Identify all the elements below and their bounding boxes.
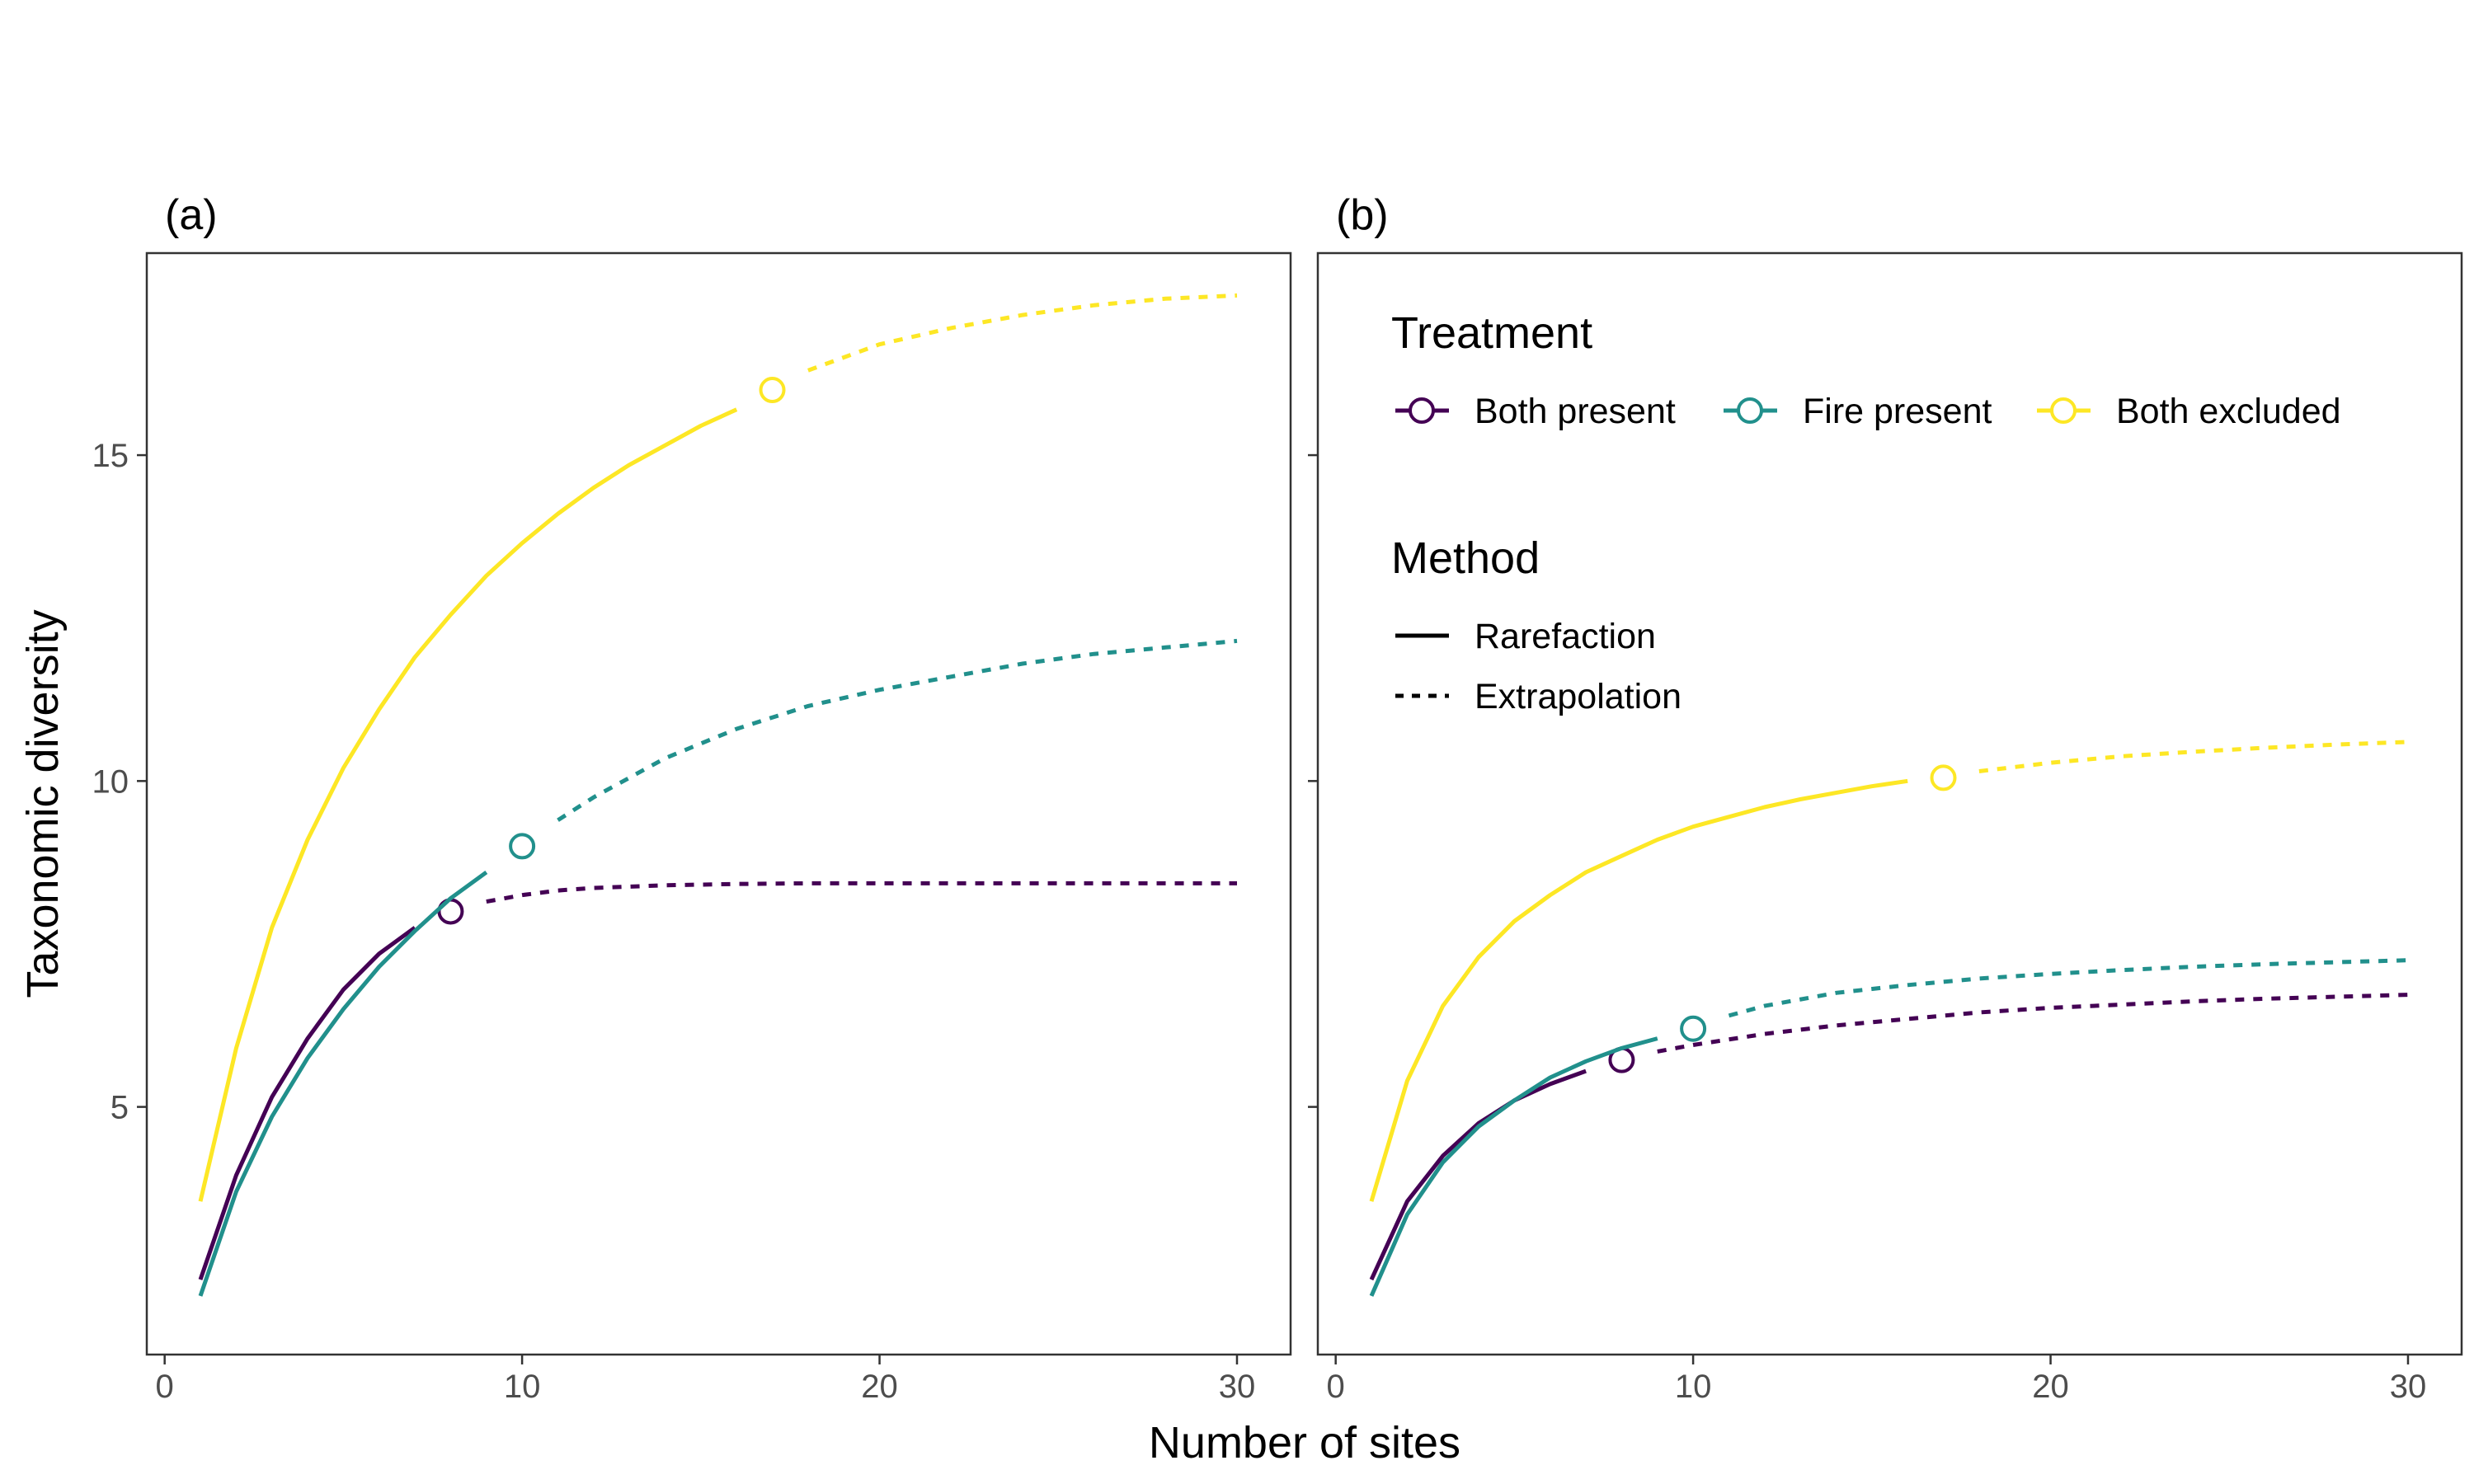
legend-method-title: Method — [1391, 533, 1540, 583]
series-fire-present-observed-point — [1680, 1015, 1707, 1042]
y-tick-label: 15 — [92, 438, 129, 474]
series-fire-present-extrapolation-line — [557, 638, 1238, 822]
panel-a-border — [145, 251, 1292, 1356]
x-tick-label: 10 — [1675, 1369, 1712, 1405]
legend-label: Both present — [1475, 392, 1676, 431]
legend-key-marker — [1409, 397, 1435, 424]
legend-label: Fire present — [1803, 392, 1992, 431]
legend-label: Both excluded — [2116, 392, 2341, 431]
panel-b: (b) 0 10 20 30 — [1308, 191, 2463, 1405]
x-tick-label: 20 — [2032, 1369, 2069, 1405]
y-tick-label: 10 — [92, 763, 129, 800]
x-tick-label: 30 — [2390, 1369, 2427, 1405]
panel-a: (a) 0 10 20 30 5 10 15 — [92, 191, 1292, 1405]
series-both-excluded-rarefaction-line — [198, 407, 738, 1202]
x-axis-title: Number of sites — [1149, 1418, 1460, 1468]
legend-item-rarefaction: Rarefaction — [1395, 617, 1656, 656]
series-fire-present-rarefaction-line — [1369, 1036, 1658, 1297]
series-both-present-rarefaction-line — [198, 926, 416, 1280]
x-tick-label: 30 — [1219, 1369, 1256, 1405]
legend-item-both-present: Both present — [1395, 392, 1676, 431]
panel-a-series — [198, 293, 1238, 1297]
x-tick-label: 0 — [156, 1369, 174, 1405]
x-tick-label: 0 — [1327, 1369, 1345, 1405]
legend: Treatment Both present Fire present Both… — [1391, 308, 2341, 716]
series-fire-present-observed-point — [509, 833, 536, 860]
panel-a-label: (a) — [165, 191, 218, 239]
panel-b-border — [1316, 251, 2463, 1356]
legend-item-fire-present: Fire present — [1724, 392, 1992, 431]
series-both-present-extrapolation-line — [1657, 993, 2409, 1054]
series-both-excluded-observed-point — [759, 377, 786, 404]
legend-item-both-excluded: Both excluded — [2037, 392, 2341, 431]
x-tick-label: 20 — [861, 1369, 898, 1405]
panel-b-label: (b) — [1336, 191, 1389, 239]
legend-key-marker — [1737, 397, 1763, 424]
legend-treatment-title: Treatment — [1391, 308, 1592, 358]
panel-b-axes: 0 10 20 30 — [1308, 453, 2427, 1405]
series-fire-present-rarefaction-line — [198, 870, 488, 1297]
series-fire-present-extrapolation-line — [1728, 958, 2409, 1018]
series-both-present-rarefaction-line — [1369, 1068, 1587, 1281]
legend-label: Extrapolation — [1475, 677, 1681, 716]
y-tick-label: 5 — [111, 1090, 129, 1126]
legend-item-extrapolation: Extrapolation — [1395, 677, 1681, 716]
legend-key-marker — [2050, 397, 2077, 424]
series-both-excluded-observed-point — [1930, 764, 1957, 791]
x-tick-label: 10 — [504, 1369, 541, 1405]
legend-label: Rarefaction — [1475, 617, 1656, 656]
series-both-excluded-extrapolation-line — [807, 293, 1238, 373]
series-both-excluded-rarefaction-line — [1369, 778, 1908, 1202]
panel-b-series — [1369, 740, 2409, 1297]
panel-a-axes: 0 10 20 30 5 10 15 — [92, 438, 1256, 1405]
y-axis-title: Taxonomic diversity — [18, 609, 68, 998]
